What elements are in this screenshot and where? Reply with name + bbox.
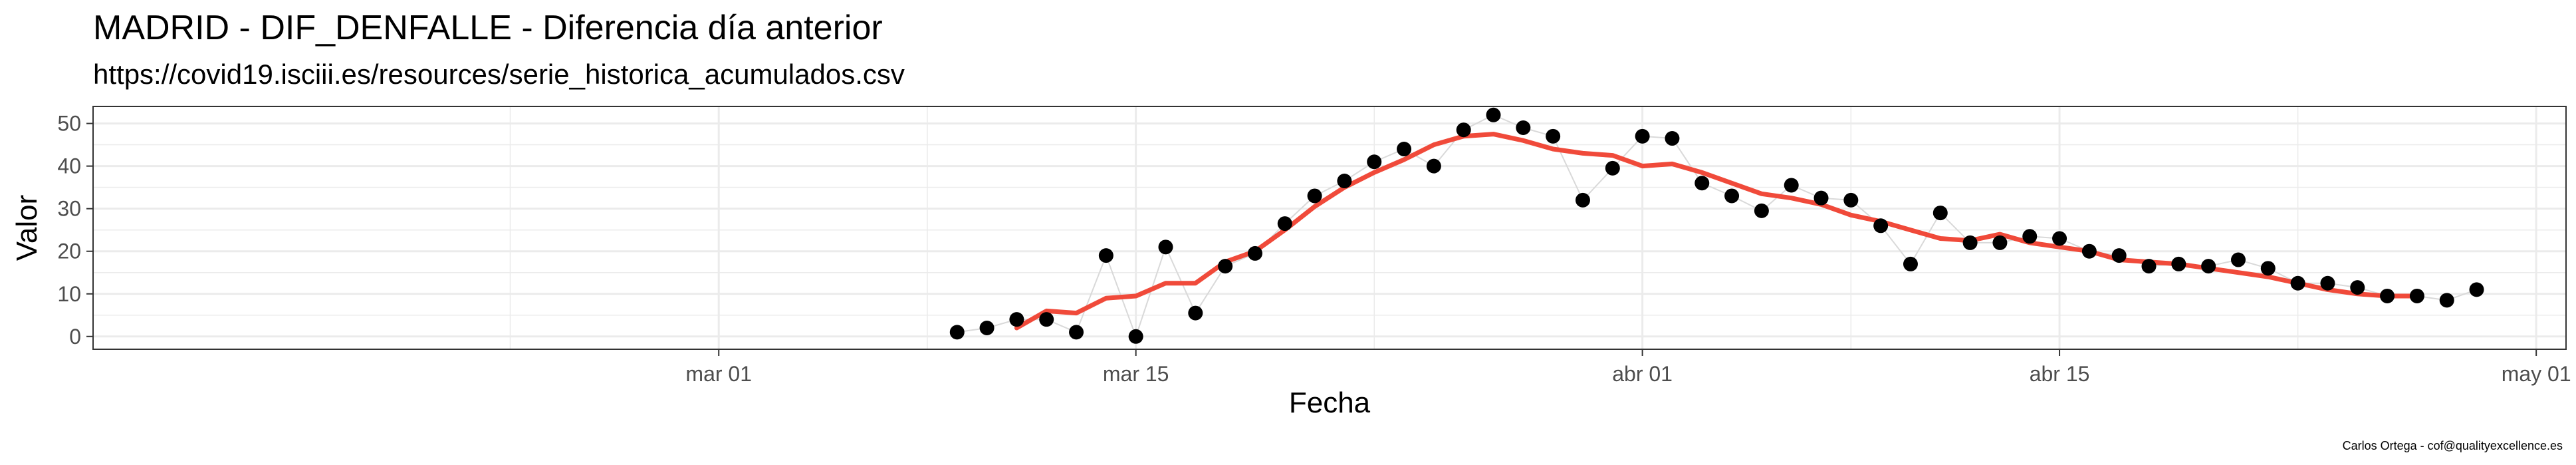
data-point (2081, 243, 2097, 259)
data-point (1128, 329, 1143, 344)
y-tick-label: 50 (57, 112, 81, 136)
data-point (1337, 174, 1352, 189)
data-point (1039, 312, 1054, 327)
y-tick-label: 30 (57, 197, 81, 221)
data-point (2409, 288, 2424, 303)
data-point (2141, 259, 2157, 274)
data-point (1456, 122, 1471, 138)
data-point (1069, 325, 1084, 340)
chart-subtitle: https://covid19.isciii.es/resources/seri… (93, 59, 905, 90)
grid-major (93, 106, 2566, 349)
data-point (1307, 188, 1322, 204)
raw-connection-layer (957, 114, 2477, 339)
data-point (1665, 131, 1680, 146)
panel-border (92, 106, 2567, 350)
data-point (1695, 176, 1710, 191)
data-point (1903, 256, 1918, 271)
data-point (2230, 252, 2246, 267)
x-tick-label: abr 15 (2030, 362, 2090, 386)
data-point (1426, 158, 1441, 174)
data-point (2290, 275, 2305, 291)
data-point (979, 320, 995, 335)
data-point (1843, 192, 1859, 208)
data-point (1605, 160, 1620, 176)
data-point (1992, 235, 2008, 250)
data-point (2350, 280, 2365, 295)
moving-average-line (1014, 132, 2420, 331)
data-point (1486, 107, 1501, 122)
data-point (1932, 206, 1948, 221)
grid-minor (93, 106, 2566, 349)
y-tick-label: 10 (57, 282, 81, 306)
data-point (1575, 192, 1590, 208)
data-point (2052, 231, 2067, 246)
x-tick-label: mar 15 (1103, 362, 1169, 386)
data-point (1098, 248, 1113, 263)
x-tick-label: abr 01 (1612, 362, 1673, 386)
chart-title: MADRID - DIF_DENFALLE - Diferencia día a… (93, 9, 883, 47)
data-point (1277, 216, 1292, 232)
y-tick-label: 20 (57, 239, 81, 263)
x-axis: mar 01 mar 15 abr 01 abr 15 may 01 (685, 349, 2571, 386)
data-point (1247, 245, 1262, 261)
data-point (2260, 261, 2276, 276)
data-point (1218, 259, 1233, 274)
data-point (1873, 218, 1889, 233)
data-point (1814, 190, 1829, 206)
data-point (1158, 239, 1173, 255)
x-tick-label: may 01 (2502, 362, 2571, 386)
y-tick-label: 0 (69, 325, 81, 349)
data-point (949, 325, 965, 340)
raw-series-line (957, 114, 2477, 339)
data-point (1009, 312, 1024, 327)
x-tick-label: mar 01 (685, 362, 752, 386)
data-point (1754, 203, 1769, 218)
data-point (1962, 235, 1978, 250)
data-point (2320, 275, 2335, 291)
data-point (1367, 154, 1382, 170)
data-point (2111, 248, 2127, 263)
data-point (2439, 293, 2454, 308)
smooth-line-layer (1014, 132, 2420, 331)
data-point (1516, 120, 1531, 136)
y-axis: 0 10 20 30 40 50 (57, 112, 93, 349)
points-layer (949, 107, 2484, 344)
data-point (1635, 128, 1650, 144)
y-axis-title: Valor (11, 195, 43, 261)
data-point (2022, 229, 2038, 244)
data-point (1546, 128, 1561, 144)
data-point (2201, 259, 2216, 274)
data-point (1724, 188, 1740, 204)
caption: Carlos Ortega - cof@qualityexcellence.es (2342, 439, 2563, 452)
data-point (1397, 142, 1412, 157)
data-point (2380, 288, 2395, 303)
x-axis-title: Fecha (1289, 387, 1371, 419)
y-tick-label: 40 (57, 154, 81, 178)
data-point (1188, 305, 1203, 321)
data-point (2469, 282, 2484, 297)
data-point (2171, 256, 2186, 271)
data-point (1784, 178, 1799, 193)
